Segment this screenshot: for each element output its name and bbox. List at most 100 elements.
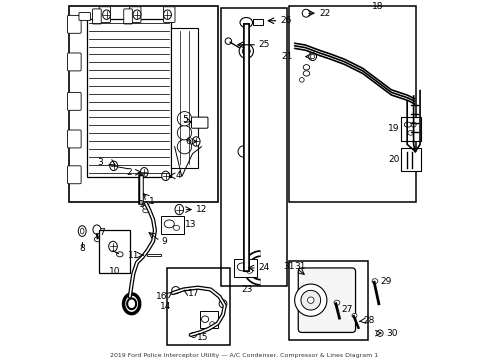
Ellipse shape: [110, 161, 118, 171]
Ellipse shape: [177, 140, 191, 154]
FancyBboxPatch shape: [163, 7, 175, 23]
Ellipse shape: [303, 65, 309, 70]
Ellipse shape: [177, 112, 191, 126]
Bar: [167, 268, 230, 345]
Bar: [171, 28, 198, 168]
Bar: [99, 230, 130, 273]
FancyBboxPatch shape: [67, 53, 81, 71]
Ellipse shape: [308, 53, 316, 60]
Bar: [289, 6, 416, 202]
Ellipse shape: [175, 204, 183, 215]
Text: 24: 24: [258, 264, 269, 273]
Ellipse shape: [299, 77, 304, 82]
Bar: [401, 148, 420, 171]
Text: 28: 28: [363, 316, 374, 325]
Ellipse shape: [142, 205, 149, 209]
Text: 1: 1: [139, 200, 144, 209]
Ellipse shape: [102, 10, 110, 19]
Ellipse shape: [310, 54, 314, 59]
Text: 3: 3: [97, 158, 103, 167]
Ellipse shape: [93, 225, 101, 234]
Text: 8: 8: [79, 244, 85, 253]
Text: 9: 9: [161, 237, 167, 246]
Text: 15: 15: [196, 333, 207, 342]
Text: 19: 19: [387, 125, 399, 134]
Text: 30: 30: [385, 329, 397, 338]
Ellipse shape: [242, 47, 250, 55]
FancyBboxPatch shape: [67, 93, 81, 110]
Ellipse shape: [302, 9, 309, 17]
Text: 4: 4: [175, 171, 181, 180]
Ellipse shape: [108, 241, 117, 252]
Text: 5: 5: [182, 116, 187, 125]
Ellipse shape: [80, 228, 84, 234]
Ellipse shape: [371, 279, 377, 284]
Ellipse shape: [376, 330, 383, 336]
Bar: [87, 19, 171, 177]
Bar: [147, 253, 161, 256]
Ellipse shape: [209, 322, 214, 327]
Ellipse shape: [171, 287, 179, 294]
Ellipse shape: [116, 252, 123, 257]
Ellipse shape: [307, 297, 313, 303]
FancyBboxPatch shape: [67, 130, 81, 148]
Ellipse shape: [240, 18, 252, 28]
Ellipse shape: [303, 71, 309, 76]
FancyBboxPatch shape: [67, 15, 81, 33]
Ellipse shape: [133, 10, 141, 19]
Bar: [199, 311, 218, 328]
Ellipse shape: [239, 44, 253, 58]
Text: 2: 2: [126, 168, 131, 177]
Bar: [161, 216, 183, 234]
Ellipse shape: [407, 131, 413, 135]
Text: 17: 17: [188, 289, 199, 298]
Ellipse shape: [94, 237, 101, 242]
FancyBboxPatch shape: [129, 7, 141, 23]
Ellipse shape: [237, 263, 247, 271]
Text: 16: 16: [156, 292, 167, 301]
Ellipse shape: [142, 208, 149, 213]
Text: 23: 23: [241, 285, 252, 294]
Ellipse shape: [142, 201, 149, 206]
Bar: [233, 259, 256, 277]
Ellipse shape: [162, 171, 169, 181]
Ellipse shape: [192, 137, 200, 146]
Text: 21: 21: [281, 52, 292, 61]
Text: 27: 27: [341, 305, 352, 314]
Text: 6: 6: [185, 137, 191, 146]
FancyBboxPatch shape: [191, 117, 207, 128]
Bar: [221, 8, 287, 286]
Ellipse shape: [300, 290, 320, 310]
Ellipse shape: [404, 122, 410, 127]
Text: 14: 14: [160, 302, 171, 311]
FancyBboxPatch shape: [67, 166, 81, 184]
Text: 29: 29: [379, 277, 390, 286]
FancyBboxPatch shape: [92, 9, 101, 24]
Bar: [69, 6, 217, 202]
Text: 10: 10: [109, 267, 121, 276]
Text: 12: 12: [196, 205, 207, 214]
Text: 7: 7: [99, 228, 105, 237]
Ellipse shape: [173, 225, 179, 230]
Ellipse shape: [219, 300, 226, 308]
Bar: [252, 19, 262, 26]
Ellipse shape: [177, 126, 191, 140]
FancyBboxPatch shape: [99, 7, 110, 23]
Bar: [289, 261, 367, 339]
Text: 2019 Ford Police Interceptor Utility — A/C Condenser, Compressor & Lines Diagram: 2019 Ford Police Interceptor Utility — A…: [110, 353, 378, 358]
Text: 13: 13: [185, 220, 197, 229]
Ellipse shape: [294, 284, 326, 316]
Text: 25: 25: [258, 40, 270, 49]
FancyBboxPatch shape: [123, 9, 132, 24]
Text: 31: 31: [294, 262, 305, 271]
Ellipse shape: [246, 268, 252, 273]
Ellipse shape: [351, 314, 356, 318]
Text: 18: 18: [371, 2, 383, 11]
Ellipse shape: [410, 122, 415, 127]
Ellipse shape: [201, 316, 208, 323]
Text: 11: 11: [128, 251, 139, 260]
Bar: [401, 117, 420, 141]
FancyBboxPatch shape: [79, 13, 90, 21]
Text: 22: 22: [319, 9, 330, 18]
Ellipse shape: [333, 300, 339, 305]
